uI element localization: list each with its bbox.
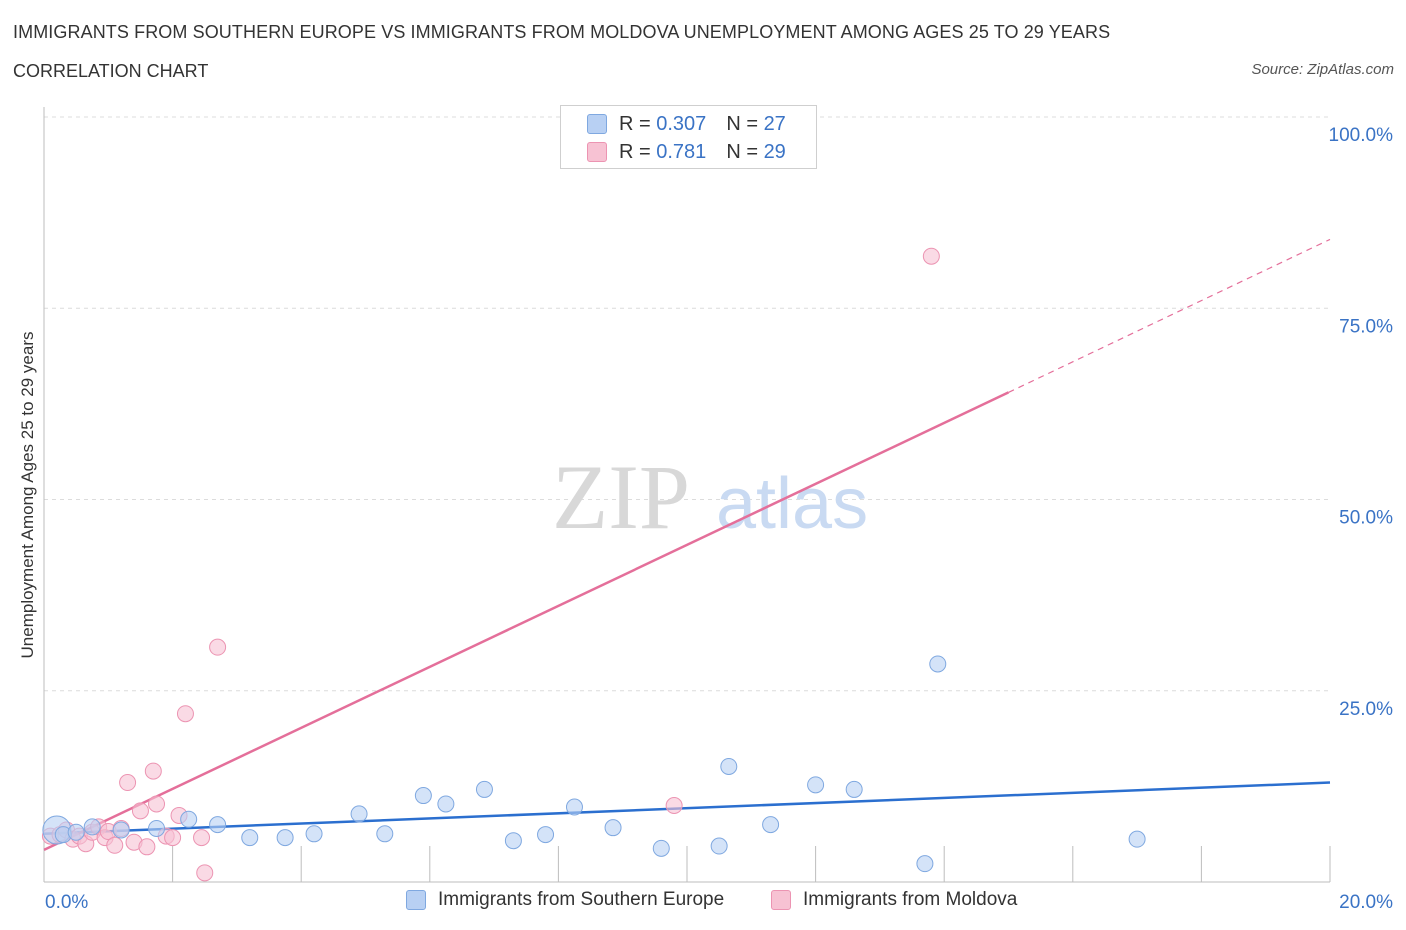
- y-tick-label: 50.0%: [1339, 508, 1393, 529]
- point-moldova: [119, 774, 137, 792]
- point-southern-europe: [916, 855, 934, 873]
- point-southern-europe: [148, 819, 166, 837]
- legend-swatch-blue: [587, 114, 607, 134]
- point-southern-europe: [414, 787, 432, 805]
- legend-r-value-2: 0.781: [656, 140, 707, 163]
- point-southern-europe: [710, 837, 728, 855]
- bottom-legend-swatch-pink: [771, 890, 791, 910]
- point-moldova: [193, 829, 211, 847]
- bottom-legend-label-1: Immigrants from Southern Europe: [438, 889, 725, 910]
- point-moldova: [144, 762, 162, 780]
- legend-swatch-pink: [587, 142, 607, 162]
- x-tick-label: 0.0%: [45, 892, 88, 913]
- point-southern-europe: [929, 655, 947, 673]
- tick-labels: 25.0% 50.0% 75.0% 100.0% 0.0% 20.0%: [45, 125, 1393, 913]
- chart-subtitle: CORRELATION CHART: [13, 61, 209, 81]
- y-tick-label: 25.0%: [1339, 699, 1393, 720]
- point-southern-europe: [762, 816, 780, 834]
- point-moldova: [922, 247, 940, 265]
- y-tick-label: 75.0%: [1339, 316, 1393, 337]
- point-moldova: [209, 638, 227, 656]
- point-southern-europe: [276, 829, 294, 847]
- legend-row-moldova: R = 0.781 N = 29: [587, 139, 786, 165]
- gridlines: [44, 116, 1330, 692]
- bottom-legend-label-2: Immigrants from Moldova: [803, 889, 1018, 910]
- x-tick-label: 20.0%: [1339, 892, 1393, 913]
- point-southern-europe: [604, 819, 622, 837]
- point-southern-europe: [180, 810, 198, 828]
- point-moldova: [164, 829, 182, 847]
- trendlines: [43, 238, 1331, 851]
- point-southern-europe: [241, 829, 259, 847]
- chart-title: IMMIGRANTS FROM SOUTHERN EUROPE VS IMMIG…: [13, 22, 1111, 42]
- point-moldova: [148, 795, 166, 813]
- point-southern-europe: [1128, 830, 1146, 848]
- bottom-legend-moldova: Immigrants from Moldova: [771, 889, 1017, 911]
- point-southern-europe: [350, 805, 368, 823]
- trendline-moldova-extension: [1008, 238, 1331, 393]
- legend-n-label: N =: [726, 140, 758, 163]
- point-southern-europe: [376, 825, 394, 843]
- legend-r-value-1: 0.307: [656, 112, 707, 135]
- point-moldova: [665, 797, 683, 814]
- point-southern-europe: [305, 825, 323, 843]
- point-southern-europe: [112, 821, 130, 839]
- point-moldova: [131, 802, 149, 820]
- legend-n-value-1: 27: [763, 112, 786, 135]
- axes: [43, 107, 1331, 883]
- source-credit: Source: ZipAtlas.com: [1251, 61, 1394, 78]
- point-southern-europe: [652, 839, 670, 857]
- point-moldova: [196, 864, 214, 882]
- legend-r-label: R =: [619, 140, 651, 163]
- y-tick-label: 100.0%: [1329, 125, 1394, 146]
- bottom-legend-southern-europe: Immigrants from Southern Europe: [406, 889, 724, 911]
- legend-n-label: N =: [726, 112, 758, 135]
- point-southern-europe: [845, 780, 863, 798]
- point-moldova: [106, 836, 124, 854]
- watermark-zip: ZIP: [552, 446, 690, 548]
- bottom-legend-swatch-blue: [406, 890, 426, 910]
- point-southern-europe: [475, 780, 493, 798]
- legend-r-label: R =: [619, 112, 651, 135]
- point-southern-europe: [83, 818, 101, 836]
- point-southern-europe: [720, 757, 738, 775]
- correlation-legend: R = 0.307 N = 27 R = 0.781 N = 29: [560, 105, 817, 169]
- point-southern-europe: [537, 826, 555, 844]
- point-southern-europe: [504, 832, 522, 850]
- point-southern-europe: [565, 798, 583, 816]
- y-axis-label: Unemployment Among Ages 25 to 29 years: [18, 331, 37, 659]
- point-moldova: [138, 838, 156, 856]
- watermark-atlas: atlas: [716, 464, 868, 544]
- trendline-moldova: [43, 391, 1010, 851]
- legend-n-value-2: 29: [763, 140, 786, 163]
- legend-row-southern-europe: R = 0.307 N = 27: [587, 111, 786, 137]
- watermark: ZIP atlas: [552, 446, 868, 548]
- point-southern-europe: [209, 816, 227, 834]
- point-southern-europe: [67, 823, 85, 841]
- point-southern-europe: [437, 795, 455, 813]
- point-southern-europe: [807, 776, 825, 794]
- trendline-southern-europe: [43, 781, 1331, 836]
- data-points: [41, 247, 1146, 882]
- point-moldova: [176, 705, 194, 723]
